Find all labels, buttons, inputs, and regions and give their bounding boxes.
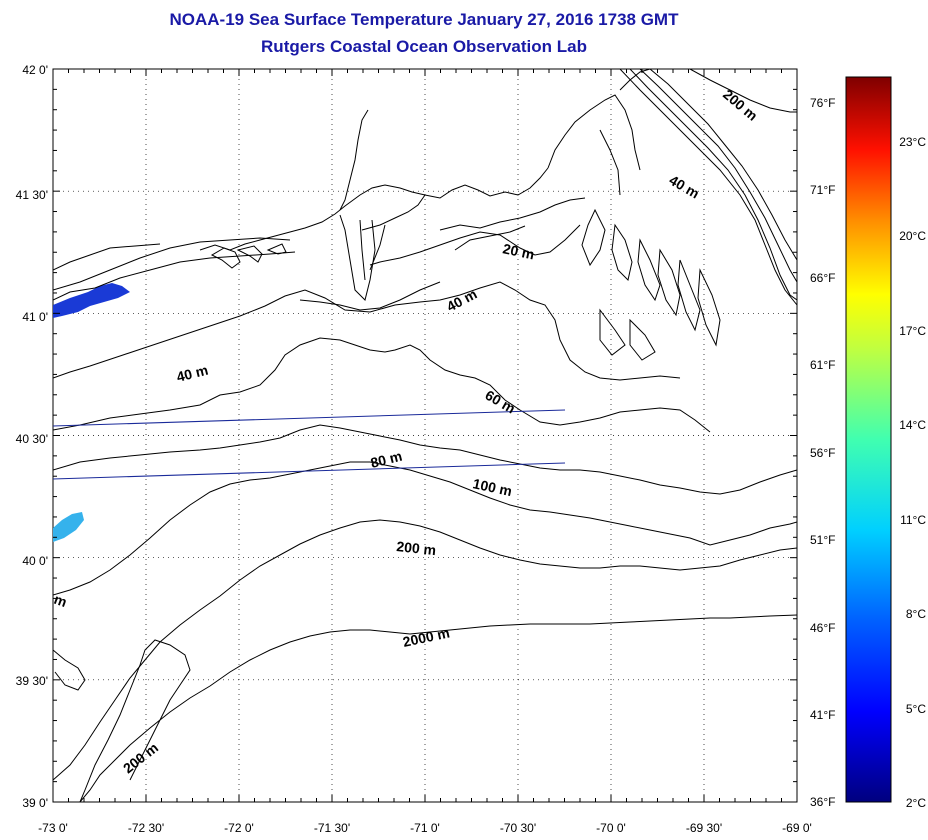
celsius-label: 5°C: [906, 702, 926, 716]
fahrenheit-label: 51°F: [810, 533, 835, 547]
map-grid: [53, 69, 797, 802]
contour-label-200m-mid: 200 m: [396, 538, 437, 558]
lon-label: -69 30': [686, 821, 722, 835]
lon-label: -71 0': [410, 821, 440, 835]
swath-lines: [53, 409, 566, 480]
celsius-label: 14°C: [899, 418, 926, 432]
lon-label: -72 30': [128, 821, 164, 835]
lon-label: -70 30': [500, 821, 536, 835]
bathymetry-contours: [53, 69, 797, 802]
coastline: [53, 69, 721, 361]
lat-labels: 39 0' 39 30' 40 0' 40 30' 41 0' 41 30' 4…: [16, 63, 48, 810]
lon-label: -73 0': [38, 821, 68, 835]
fahrenheit-label: 56°F: [810, 446, 835, 460]
lat-label: 41 0': [22, 310, 48, 324]
fahrenheit-label: 61°F: [810, 358, 835, 372]
lon-label: -70 0': [596, 821, 626, 835]
celsius-labels: 2°C 5°C 8°C 11°C 14°C 17°C 20°C 23°C: [899, 135, 926, 810]
celsius-label: 8°C: [906, 607, 926, 621]
fahrenheit-label: 46°F: [810, 621, 835, 635]
lat-label: 40 30': [16, 432, 48, 446]
contour-label-40m-west: 40 m: [175, 362, 210, 385]
lon-label: -71 30': [314, 821, 350, 835]
lat-label: 39 0': [22, 796, 48, 810]
color-bar: [845, 76, 892, 803]
celsius-label: 2°C: [906, 796, 926, 810]
map-title: NOAA-19 Sea Surface Temperature January …: [169, 10, 679, 29]
lon-label: -72 0': [224, 821, 254, 835]
lat-label: 42 0': [22, 63, 48, 77]
lon-labels: -73 0' -72 30' -72 0' -71 30' -71 0' -70…: [38, 821, 812, 835]
celsius-label: 23°C: [899, 135, 926, 149]
contour-label-80m: 80 m: [369, 448, 404, 471]
lon-label: -69 0': [782, 821, 812, 835]
contour-label-partial-m: m: [52, 591, 69, 610]
lat-label: 41 30': [16, 188, 48, 202]
fahrenheit-label: 41°F: [810, 708, 835, 722]
fahrenheit-labels: 36°F 41°F 46°F 51°F 56°F 61°F 66°F 71°F …: [810, 96, 835, 809]
celsius-label: 20°C: [899, 229, 926, 243]
fahrenheit-label: 66°F: [810, 271, 835, 285]
sst-patches: [53, 283, 130, 542]
contour-label-20m: 20 m: [501, 240, 536, 262]
fahrenheit-label: 71°F: [810, 183, 835, 197]
map-subtitle: Rutgers Coastal Ocean Observation Lab: [261, 37, 587, 56]
lat-label: 39 30': [16, 674, 48, 688]
map-ticks: [52, 68, 798, 803]
fahrenheit-label: 76°F: [810, 96, 835, 110]
celsius-label: 17°C: [899, 324, 926, 338]
celsius-label: 11°C: [900, 513, 926, 527]
fahrenheit-label: 36°F: [810, 795, 835, 809]
lat-label: 40 0': [22, 554, 48, 568]
